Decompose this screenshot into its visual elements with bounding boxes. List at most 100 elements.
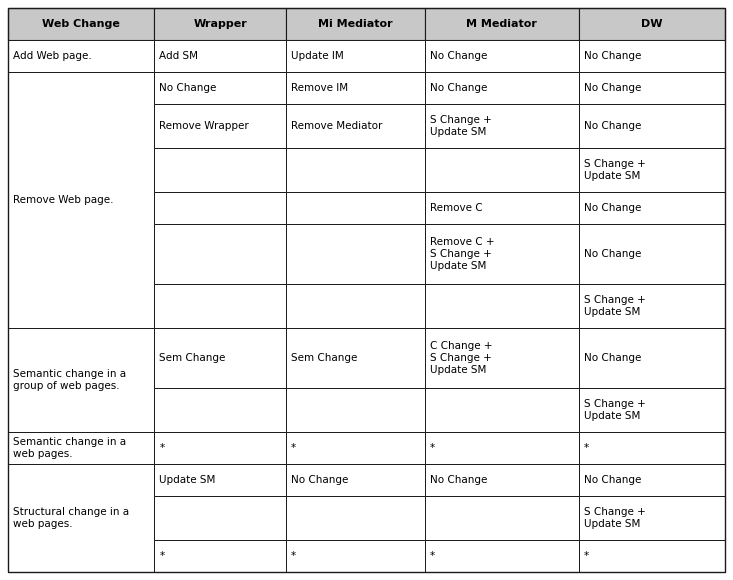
Text: Remove C: Remove C — [430, 203, 482, 213]
Text: No Change: No Change — [291, 475, 348, 485]
Bar — [578, 496, 725, 540]
Bar — [286, 72, 424, 104]
Bar — [286, 540, 424, 572]
Bar — [155, 284, 286, 328]
Bar — [424, 464, 578, 496]
Text: Semantic change in a
group of web pages.: Semantic change in a group of web pages. — [13, 369, 126, 391]
Text: *: * — [159, 443, 164, 452]
Bar — [286, 104, 424, 148]
Bar — [578, 104, 725, 148]
Bar — [286, 148, 424, 192]
Bar — [424, 148, 578, 192]
Text: Mi Mediator: Mi Mediator — [318, 19, 393, 29]
Bar — [155, 496, 286, 540]
Bar — [424, 284, 578, 328]
Bar — [424, 224, 578, 284]
Bar — [155, 104, 286, 148]
Text: *: * — [583, 443, 589, 452]
Text: C Change +
S Change +
Update SM: C Change + S Change + Update SM — [430, 341, 492, 375]
Bar — [286, 464, 424, 496]
Bar — [286, 432, 424, 464]
Bar — [155, 72, 286, 104]
Bar — [578, 284, 725, 328]
Text: S Change +
Update SM: S Change + Update SM — [583, 507, 645, 529]
Text: DW: DW — [641, 19, 663, 29]
Bar — [578, 432, 725, 464]
Bar — [424, 496, 578, 540]
Text: No Change: No Change — [583, 249, 641, 259]
Bar — [155, 540, 286, 572]
Bar — [578, 464, 725, 496]
Bar — [155, 432, 286, 464]
Bar — [286, 496, 424, 540]
Text: S Change +
Update SM: S Change + Update SM — [583, 295, 645, 317]
Text: Wrapper: Wrapper — [194, 19, 247, 29]
Text: Update SM: Update SM — [159, 475, 216, 485]
Text: *: * — [430, 551, 435, 561]
Bar — [424, 388, 578, 432]
Bar — [578, 328, 725, 388]
Bar — [424, 192, 578, 224]
Bar — [424, 72, 578, 104]
Text: Remove Mediator: Remove Mediator — [291, 121, 382, 131]
Bar — [8, 40, 155, 72]
Text: S Change +
Update SM: S Change + Update SM — [430, 115, 491, 137]
Text: No Change: No Change — [583, 84, 641, 93]
Text: Add Web page.: Add Web page. — [13, 51, 92, 61]
Bar — [8, 464, 155, 572]
Text: No Change: No Change — [430, 84, 487, 93]
Text: *: * — [159, 551, 164, 561]
Bar — [8, 72, 155, 328]
Bar — [578, 40, 725, 72]
Bar — [8, 328, 155, 432]
Text: S Change +
Update SM: S Change + Update SM — [583, 159, 645, 181]
Text: Add SM: Add SM — [159, 51, 199, 61]
Text: No Change: No Change — [583, 475, 641, 485]
Bar — [424, 104, 578, 148]
Bar — [155, 388, 286, 432]
Text: *: * — [291, 443, 296, 452]
Text: Remove C +
S Change +
Update SM: Remove C + S Change + Update SM — [430, 237, 494, 271]
Text: No Change: No Change — [583, 51, 641, 61]
Bar — [155, 8, 286, 40]
Bar — [286, 40, 424, 72]
Bar — [8, 432, 155, 464]
Bar — [286, 284, 424, 328]
Text: Structural change in a
web pages.: Structural change in a web pages. — [13, 507, 129, 529]
Bar — [424, 540, 578, 572]
Bar — [578, 192, 725, 224]
Bar — [286, 192, 424, 224]
Bar — [155, 192, 286, 224]
Bar — [286, 328, 424, 388]
Bar — [578, 388, 725, 432]
Bar — [424, 328, 578, 388]
Bar — [8, 8, 155, 40]
Bar — [578, 8, 725, 40]
Text: *: * — [430, 443, 435, 452]
Text: Sem Change: Sem Change — [159, 353, 226, 363]
Text: M Mediator: M Mediator — [466, 19, 537, 29]
Text: No Change: No Change — [583, 121, 641, 131]
Bar — [286, 388, 424, 432]
Bar — [578, 72, 725, 104]
Bar — [424, 8, 578, 40]
Bar — [155, 224, 286, 284]
Bar — [578, 540, 725, 572]
Bar — [286, 224, 424, 284]
Bar — [578, 224, 725, 284]
Text: Remove IM: Remove IM — [291, 84, 348, 93]
Bar — [424, 432, 578, 464]
Text: *: * — [583, 551, 589, 561]
Bar — [155, 328, 286, 388]
Text: No Change: No Change — [430, 51, 487, 61]
Text: Update IM: Update IM — [291, 51, 344, 61]
Text: Remove Wrapper: Remove Wrapper — [159, 121, 249, 131]
Text: Sem Change: Sem Change — [291, 353, 357, 363]
Text: *: * — [291, 551, 296, 561]
Text: No Change: No Change — [159, 84, 217, 93]
Text: Web Change: Web Change — [43, 19, 120, 29]
Text: No Change: No Change — [583, 353, 641, 363]
Bar — [155, 464, 286, 496]
Bar — [424, 40, 578, 72]
Text: No Change: No Change — [430, 475, 487, 485]
